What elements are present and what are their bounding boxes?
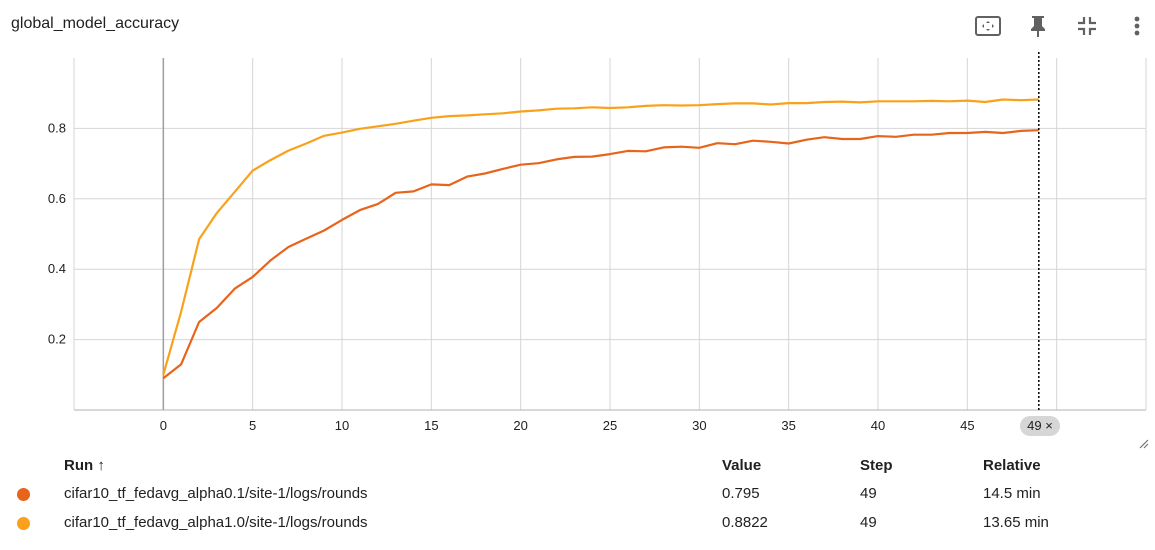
x-tick-label: 20 — [513, 418, 527, 433]
run-relative: 13.65 min — [983, 514, 1049, 531]
run-step: 49 — [860, 485, 877, 502]
collapse-icon — [1078, 17, 1096, 35]
run-name: cifar10_tf_fedavg_alpha1.0/site-1/logs/r… — [64, 514, 368, 531]
x-tick-label: 45 — [960, 418, 974, 433]
pin-icon — [1031, 16, 1045, 37]
chart-title: global_model_accuracy — [11, 15, 180, 32]
x-tick-label: 25 — [603, 418, 617, 433]
x-tick-label: 35 — [781, 418, 795, 433]
y-tick-label: 0.8 — [48, 120, 66, 135]
run-relative: 14.5 min — [983, 485, 1041, 502]
x-tick-label: 0 — [160, 418, 167, 433]
fit-domain-button[interactable] — [972, 10, 1004, 42]
run-step: 49 — [860, 514, 877, 531]
x-tick-label: 10 — [335, 418, 349, 433]
resize-handle-icon[interactable] — [1137, 437, 1149, 449]
line-chart[interactable]: 0 5 10 15 20 25 30 35 40 45 0.2 0.4 0.6 0.8 — [0, 50, 1155, 450]
step-cursor-badge[interactable]: 49 × — [1020, 416, 1060, 436]
series-line-1 — [162, 129, 1039, 380]
y-tick-label: 0.4 — [48, 261, 66, 276]
x-tick-label: 40 — [871, 418, 885, 433]
relative-column-header[interactable]: Relative — [983, 457, 1041, 474]
value-column-header[interactable]: Value — [722, 457, 762, 474]
x-tick-label: 5 — [249, 418, 256, 433]
series-line-2 — [162, 98, 1039, 376]
pin-button[interactable] — [1022, 10, 1054, 42]
x-tick-label: 15 — [424, 418, 438, 433]
run-name: cifar10_tf_fedavg_alpha0.1/site-1/logs/r… — [64, 485, 368, 502]
series-color-dot — [17, 517, 30, 530]
series-color-dot — [17, 488, 30, 501]
more-options-button[interactable] — [1121, 10, 1153, 42]
y-tick-label: 0.2 — [48, 332, 66, 347]
table-row[interactable]: cifar10_tf_fedavg_alpha1.0/site-1/logs/r… — [0, 511, 1155, 535]
y-tick-label: 0.6 — [48, 191, 66, 206]
collapse-button[interactable] — [1071, 10, 1103, 42]
run-value: 0.795 — [722, 485, 760, 502]
more-vert-icon — [1134, 16, 1140, 36]
legend-header-row: Run ↑ Value Step Relative — [0, 454, 1155, 478]
step-column-header[interactable]: Step — [860, 457, 893, 474]
table-row[interactable]: cifar10_tf_fedavg_alpha0.1/site-1/logs/r… — [0, 482, 1155, 506]
run-column-header[interactable]: Run ↑ — [64, 457, 105, 474]
x-tick-label: 30 — [692, 418, 706, 433]
run-value: 0.8822 — [722, 514, 768, 531]
fit-domain-icon — [975, 16, 1001, 36]
